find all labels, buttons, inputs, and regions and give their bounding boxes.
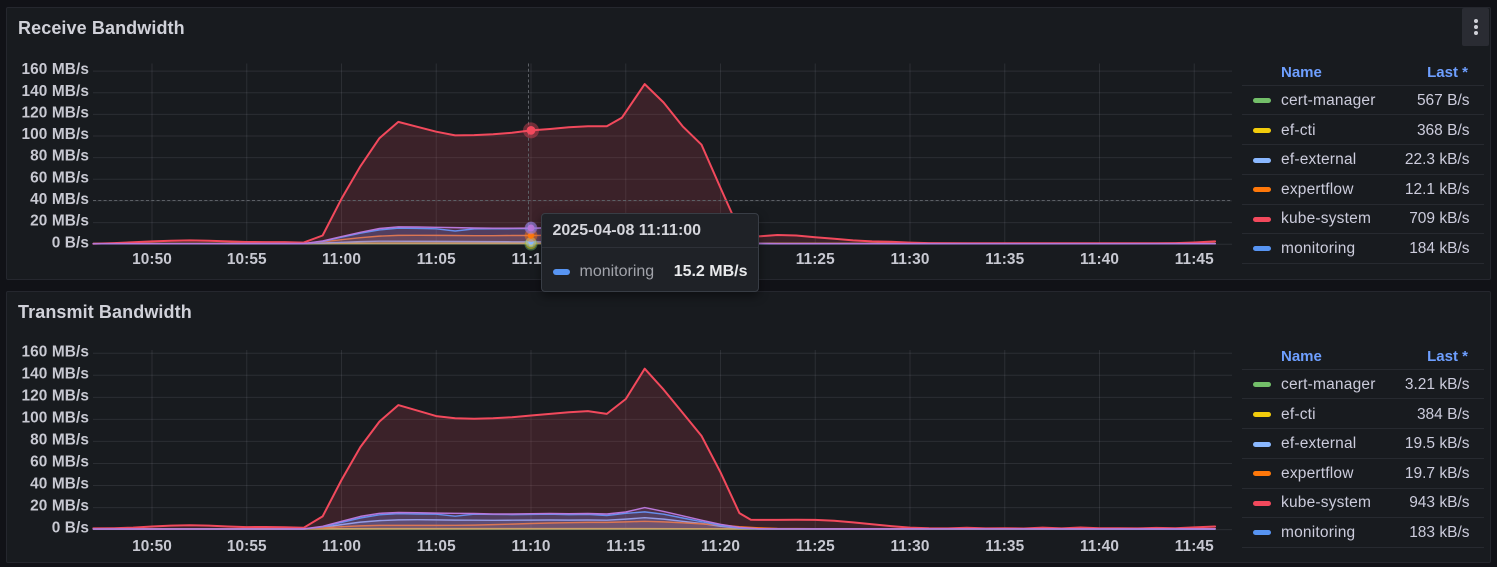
- svg-text:100 MB/s: 100 MB/s: [21, 410, 89, 427]
- svg-text:40 MB/s: 40 MB/s: [30, 476, 89, 493]
- svg-text:140 MB/s: 140 MB/s: [21, 83, 89, 100]
- svg-text:140 MB/s: 140 MB/s: [21, 365, 89, 382]
- svg-text:0 B/s: 0 B/s: [52, 520, 89, 537]
- svg-text:11:20: 11:20: [701, 538, 740, 555]
- svg-text:11:05: 11:05: [417, 251, 456, 268]
- svg-text:20 MB/s: 20 MB/s: [30, 498, 89, 515]
- svg-text:10:50: 10:50: [132, 251, 172, 268]
- svg-text:11:35: 11:35: [985, 538, 1024, 555]
- svg-text:11:00: 11:00: [322, 538, 361, 555]
- svg-text:11:10: 11:10: [511, 538, 550, 555]
- svg-text:11:35: 11:35: [985, 251, 1024, 268]
- svg-text:120 MB/s: 120 MB/s: [21, 105, 89, 122]
- svg-text:40 MB/s: 40 MB/s: [30, 191, 89, 208]
- svg-text:11:15: 11:15: [606, 538, 645, 555]
- svg-text:10:55: 10:55: [227, 538, 267, 555]
- svg-text:11:40: 11:40: [1080, 538, 1119, 555]
- svg-text:11:45: 11:45: [1175, 538, 1214, 555]
- svg-text:80 MB/s: 80 MB/s: [30, 148, 89, 165]
- svg-text:11:30: 11:30: [890, 251, 929, 268]
- svg-text:11:25: 11:25: [796, 251, 835, 268]
- svg-text:10:50: 10:50: [132, 538, 172, 555]
- svg-text:80 MB/s: 80 MB/s: [30, 432, 89, 449]
- svg-text:100 MB/s: 100 MB/s: [21, 126, 89, 143]
- svg-text:60 MB/s: 60 MB/s: [30, 169, 89, 186]
- svg-text:11:30: 11:30: [890, 538, 929, 555]
- svg-text:11:40: 11:40: [1080, 251, 1119, 268]
- svg-text:120 MB/s: 120 MB/s: [21, 388, 89, 405]
- svg-text:60 MB/s: 60 MB/s: [30, 454, 89, 471]
- svg-text:11:05: 11:05: [417, 538, 456, 555]
- svg-text:160 MB/s: 160 MB/s: [21, 61, 89, 78]
- svg-text:20 MB/s: 20 MB/s: [30, 213, 89, 230]
- svg-text:11:45: 11:45: [1175, 251, 1214, 268]
- svg-text:11:00: 11:00: [322, 251, 361, 268]
- svg-text:160 MB/s: 160 MB/s: [21, 343, 89, 360]
- svg-text:10:55: 10:55: [227, 251, 267, 268]
- svg-text:11:25: 11:25: [796, 538, 835, 555]
- svg-text:0 B/s: 0 B/s: [52, 234, 89, 251]
